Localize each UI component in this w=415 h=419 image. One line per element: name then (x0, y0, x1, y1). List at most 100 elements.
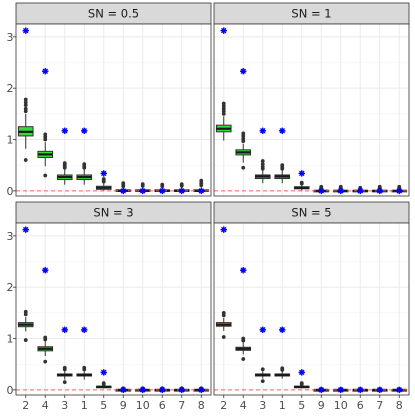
true-value-marker (357, 387, 364, 393)
panel-background (16, 24, 211, 196)
outlier-point (23, 338, 28, 342)
x-tick-label: 3 (259, 399, 266, 412)
outlier-point (43, 132, 48, 137)
box-2 (215, 101, 232, 141)
true-value-marker (357, 188, 364, 194)
x-tick-label: 1 (81, 399, 88, 412)
x-tick-label: 8 (396, 399, 403, 412)
true-value-marker (22, 226, 29, 233)
box-4 (37, 335, 54, 364)
true-value-marker (100, 170, 107, 177)
true-value-marker (376, 188, 383, 194)
y-tick-label: 0 (7, 384, 14, 397)
outlier-point (241, 131, 246, 136)
x-tick-label: 5 (100, 399, 107, 412)
true-value-marker (396, 387, 403, 393)
y-tick-label: 1 (7, 134, 14, 147)
x-tick-label: 2 (220, 399, 227, 412)
y-tick-label: 1 (7, 333, 14, 346)
box-1 (274, 366, 291, 379)
true-value-marker (298, 369, 305, 376)
true-value-marker (337, 188, 344, 194)
outlier-point (179, 182, 184, 187)
outlier-point (101, 177, 106, 181)
box-1 (76, 365, 93, 380)
true-value-marker (198, 387, 205, 393)
outlier-point (121, 181, 126, 186)
true-value-marker (220, 27, 227, 34)
box-5 (293, 180, 310, 191)
outlier-point (221, 335, 226, 339)
x-tick-label: 4 (42, 399, 49, 412)
box-2 (17, 309, 34, 342)
panel-background (214, 24, 409, 196)
outlier-point (82, 365, 87, 370)
outlier-point (43, 359, 48, 364)
true-value-marker (100, 369, 107, 376)
true-value-marker (81, 128, 88, 134)
true-value-marker (120, 387, 127, 393)
box-1 (76, 162, 93, 185)
outlier-point (62, 161, 67, 166)
true-value-marker (198, 188, 205, 194)
outlier-point (221, 101, 226, 106)
true-value-marker (337, 387, 344, 393)
outlier-point (160, 182, 165, 187)
box-3 (56, 161, 73, 185)
facet-panel: SN = 5 (213, 201, 410, 396)
facet-panel: SN = 1 (213, 2, 410, 197)
box-2 (17, 97, 34, 162)
y-tick-label: 2 (7, 82, 14, 95)
true-value-marker (22, 27, 29, 34)
x-tick-label: 1 (279, 399, 286, 412)
outlier-point (241, 357, 246, 361)
outlier-point (260, 367, 265, 372)
x-tick-label: 9 (318, 399, 325, 412)
true-value-marker (178, 188, 185, 194)
outlier-point (82, 162, 87, 167)
outlier-point (280, 366, 285, 371)
x-tick-label: 9 (120, 399, 127, 412)
true-value-marker (279, 128, 286, 134)
outlier-point (23, 309, 28, 314)
panel-background (214, 223, 409, 395)
outlier-point (23, 106, 28, 111)
panel-border (213, 23, 410, 197)
box-4 (235, 131, 252, 170)
true-value-marker (318, 188, 325, 194)
outlier-point (260, 379, 265, 384)
true-value-marker (279, 327, 286, 333)
x-tick-label: 2 (22, 399, 29, 412)
outlier-point (221, 310, 226, 315)
true-value-marker (139, 188, 146, 194)
true-value-marker (159, 387, 166, 393)
box-4 (37, 132, 54, 178)
outlier-point (241, 165, 246, 170)
true-value-marker (259, 327, 266, 333)
outlier-point (260, 162, 265, 167)
box-5 (95, 177, 112, 191)
outlier-point (62, 380, 67, 385)
true-value-marker (42, 267, 49, 273)
outlier-point (199, 178, 204, 183)
true-value-marker (376, 387, 383, 393)
facet-panel: SN = 3 (15, 201, 212, 396)
true-value-marker (139, 387, 146, 393)
true-value-marker (159, 188, 166, 194)
box-5 (293, 381, 310, 389)
facet-strip-label: SN = 5 (291, 206, 331, 220)
true-value-marker (61, 327, 68, 333)
y-tick-label: 0 (7, 185, 14, 198)
outlier-point (338, 184, 343, 189)
outlier-point (62, 365, 67, 370)
true-value-marker (240, 267, 247, 273)
x-tick-label: 10 (334, 399, 348, 412)
panel-border (15, 222, 212, 396)
true-value-marker (120, 188, 127, 194)
outlier-point (319, 184, 324, 189)
outlier-point (280, 163, 285, 168)
x-tick-label: 5 (298, 399, 305, 412)
true-value-marker (318, 387, 325, 393)
true-value-marker (61, 128, 68, 134)
